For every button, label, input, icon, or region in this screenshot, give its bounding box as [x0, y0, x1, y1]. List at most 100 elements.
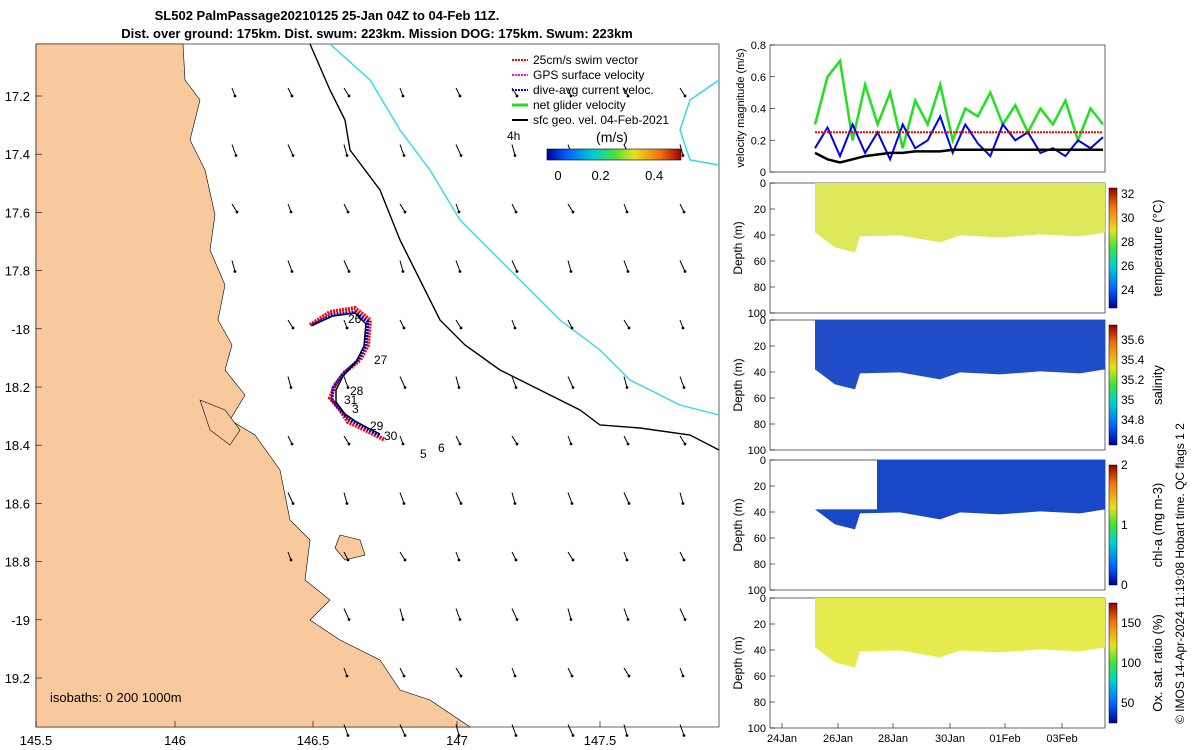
geo-vector	[567, 492, 573, 504]
geo-vector	[567, 724, 574, 736]
geo-vector-head	[569, 94, 573, 98]
depth-y-tick-label: 60	[754, 393, 766, 405]
legend-label: 25cm/s swim vector	[533, 53, 638, 67]
geo-vector	[511, 319, 516, 329]
geo-vector	[287, 435, 293, 445]
depth-y-tick-label: 20	[754, 341, 766, 353]
colorbar-tick-label: 35.6	[1121, 333, 1145, 347]
geo-vector-head	[289, 386, 293, 389]
geo-vector	[343, 608, 350, 620]
geo-vector-head	[570, 502, 574, 505]
geo-vector-head	[346, 386, 350, 389]
time-x-tick-label: 28Jan	[878, 733, 908, 745]
colorbar-tick-label: 35.4	[1121, 353, 1145, 367]
geo-vector	[399, 87, 404, 97]
geo-vector	[567, 667, 573, 677]
geo-vector-head	[682, 210, 686, 214]
map-y-tick-label: -18	[11, 322, 30, 337]
colorbar-tick-label: 34.8	[1121, 413, 1145, 427]
depth-y-tick-label: 100	[748, 308, 766, 320]
geo-vector-head	[290, 270, 294, 273]
depth-ylabel: Depth (m)	[731, 498, 745, 551]
geo-vector	[343, 724, 349, 736]
depth-y-tick-label: 60	[754, 256, 766, 268]
geo-vector	[399, 435, 404, 445]
geo-vector-head	[457, 734, 461, 737]
geo-vector	[623, 203, 628, 213]
geo-vector-head	[346, 734, 350, 737]
land-mass	[35, 43, 471, 728]
geo-vector-head	[514, 386, 518, 389]
depth-y-tick-label: 0	[760, 593, 766, 605]
geo-vector	[679, 87, 686, 97]
geo-vector	[399, 260, 404, 272]
geo-vector-head	[403, 734, 407, 737]
geo-vector-head	[681, 326, 685, 330]
depth-y-tick-label: 80	[754, 419, 766, 431]
geo-vector-head	[626, 442, 630, 446]
geo-vector	[623, 492, 630, 504]
geo-vector-head	[347, 442, 351, 446]
colorbar-tick-label: 30	[1121, 211, 1135, 225]
geo-vector	[287, 551, 292, 561]
geo-vector-head	[403, 210, 407, 214]
geo-vector-head	[681, 502, 685, 505]
track-net	[312, 312, 381, 435]
map-x-tick-label: 146.5	[297, 733, 330, 748]
day-labels: 26 27 28 31 3 29 30 5 6	[344, 312, 445, 461]
geo-vector-head	[626, 618, 630, 621]
geo-vector	[511, 376, 517, 388]
day-label: 27	[374, 353, 388, 367]
geo-vector	[511, 667, 516, 677]
geo-vector-head	[626, 270, 630, 273]
geo-vector	[567, 319, 573, 329]
geo-vector-head	[571, 386, 575, 389]
geo-vector-head	[345, 674, 349, 678]
geo-vector	[399, 492, 405, 504]
depth-section-data	[815, 460, 1105, 530]
colorbar-tick-label: 32	[1121, 187, 1135, 201]
map-y-tick-label: 17.6	[5, 205, 30, 220]
geo-vector	[343, 435, 350, 445]
velocity-y-tick-label: 0	[760, 167, 766, 179]
geo-vector	[511, 203, 517, 213]
day-label: 31	[344, 393, 358, 407]
geo-vector-head	[402, 326, 406, 330]
colorbar-tick-label: 26	[1121, 259, 1135, 273]
legend-label: dive-avg current veloc.	[533, 83, 654, 97]
geo-vector	[567, 203, 574, 213]
geo-vector	[343, 144, 348, 156]
island-palm	[334, 534, 366, 561]
geo-vector	[623, 667, 630, 677]
track-gps	[308, 305, 386, 442]
geo-vector-head	[627, 326, 631, 330]
geo-vector	[287, 260, 293, 272]
map-y-tick-label: 17.8	[5, 264, 30, 279]
geo-vector	[567, 435, 572, 445]
depth-y-tick-label: 40	[754, 645, 766, 657]
colorbar-label: temperature (°C)	[1150, 200, 1165, 297]
geo-vector	[231, 144, 237, 156]
map-colorbar-tick-label: 0.2	[592, 168, 610, 183]
geo-vector-head	[402, 154, 406, 157]
geo-vector	[455, 608, 461, 620]
geo-vector-head	[459, 674, 463, 678]
geo-vector	[679, 144, 684, 156]
geo-vector-head	[234, 154, 238, 157]
colorbar-tick-label: 2	[1121, 458, 1128, 472]
geo-vector-head	[569, 442, 573, 446]
geo-vector-head	[291, 154, 295, 157]
geo-vector	[399, 203, 406, 213]
depth-y-tick-label: 40	[754, 367, 766, 379]
day-label: 6	[438, 441, 445, 455]
geo-vector	[231, 203, 238, 213]
geo-vector-head	[233, 270, 237, 273]
geo-vector-head	[457, 210, 461, 214]
geo-vector	[343, 319, 348, 329]
day-label: 28	[350, 384, 364, 398]
geo-vector-head	[682, 386, 686, 389]
geo-vector-head	[347, 618, 351, 621]
depth-section-data	[815, 320, 1105, 390]
